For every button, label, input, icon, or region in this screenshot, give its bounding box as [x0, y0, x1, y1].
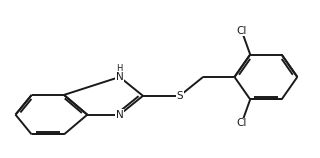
Text: S: S — [176, 91, 183, 101]
Text: N: N — [116, 110, 124, 120]
Text: H: H — [116, 64, 123, 73]
Text: N: N — [116, 72, 124, 82]
Text: Cl: Cl — [236, 26, 247, 36]
Text: Cl: Cl — [236, 118, 247, 128]
